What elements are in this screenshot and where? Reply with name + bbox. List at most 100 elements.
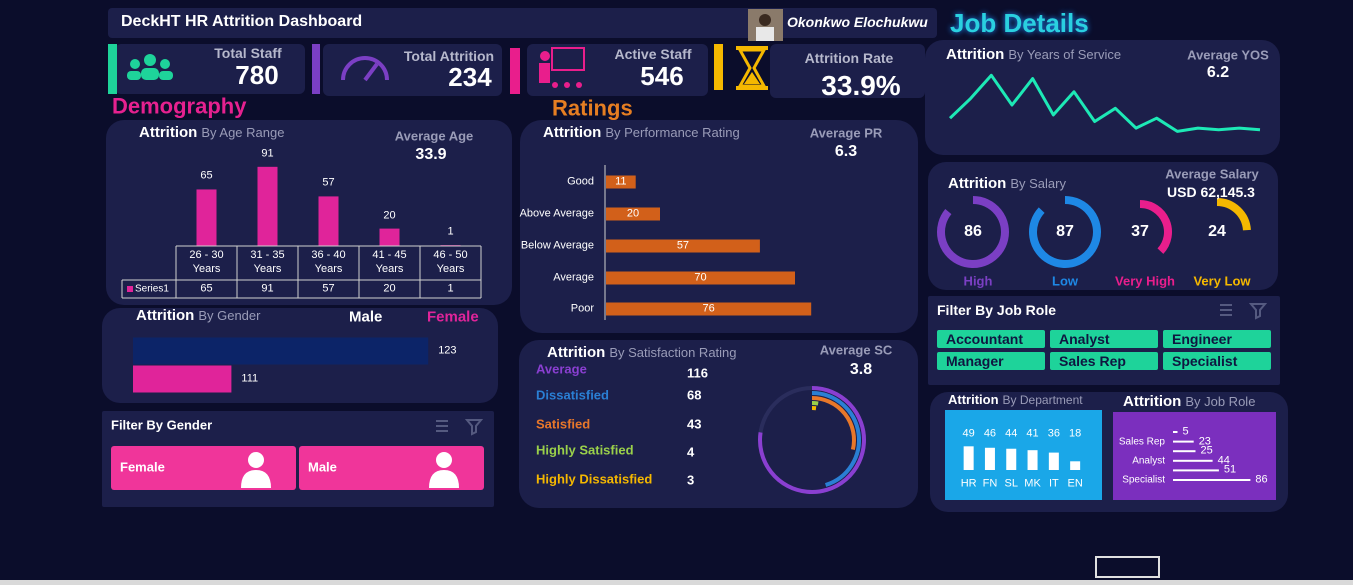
filter-title: Filter By Gender [111,417,213,433]
x-tick-label: HR [960,477,977,490]
legend-label: Female [427,308,479,326]
stat-value: 3.8 [849,360,873,378]
chart-subtitle: By Years of Service [1008,46,1122,62]
marks [111,73,1276,500]
bar [133,365,232,393]
filter-option[interactable]: Analyst [1059,330,1110,347]
filter-option[interactable]: Specialist [1172,352,1238,369]
gauge-arc [1139,200,1172,254]
kpi-label: Total Staff [214,44,282,61]
data-label: 65 [200,170,213,183]
chart-title: Attrition [543,123,602,141]
bar [984,447,995,470]
x-tick-label: 46 - 50 Years [433,249,468,275]
x-tick-label: EN [1067,477,1083,490]
filter-button[interactable] [937,330,1045,348]
bar [1173,459,1213,462]
data-label: 41 [1026,427,1039,440]
data-label: 57 [322,177,335,190]
kpi-value: 33.9% [821,69,901,101]
dashboard-title: DeckHT HR Attrition Dashboard [121,12,363,30]
chart-heading: Attrition By Satisfaction Rating [547,344,741,362]
bar [963,446,974,470]
stat-label: Average Salary [1165,166,1259,182]
filter-option[interactable]: Male [308,459,337,475]
filter-option[interactable]: Engineer [1172,330,1232,347]
filter-option[interactable]: Manager [946,352,1004,369]
chart-title: Attrition [948,391,999,407]
cell-selection [1095,556,1160,578]
legend-label: Series1 [135,283,169,295]
section-title: Demography [112,93,247,119]
data-label: 5 [1182,425,1189,438]
filter-button[interactable] [1050,352,1158,370]
chart-subtitle: By Job Role [1185,393,1256,409]
person-icon [436,452,452,468]
data-label: 46 [983,427,997,440]
filter-button[interactable] [1050,330,1158,348]
data-label: 23 [1198,435,1211,448]
bar [133,337,429,365]
data-label: 18 [1069,427,1082,440]
bar [379,228,400,246]
line [948,73,1261,133]
category-label: Dissatisfied [536,387,609,403]
filter-button[interactable] [937,352,1045,370]
bar [1006,448,1017,470]
filter-option[interactable]: Female [120,459,165,475]
y-tick-label: Good [567,175,594,188]
y-tick-label: Analyst [1132,455,1165,467]
filter-option[interactable]: Sales Rep [1059,352,1126,369]
category-label: Highly Satisfied [536,442,634,458]
y-tick-label: Average [553,271,594,284]
person-icon [429,470,459,488]
stat-value: 6.3 [834,142,858,160]
gauge-arc [1216,198,1251,231]
kpi-label: Attrition Rate [804,49,894,66]
bar [1173,469,1219,472]
chart-title: Attrition [547,343,606,361]
avatar-head [759,14,771,26]
chart-title: Attrition [946,45,1005,63]
legend-label: Male [349,308,383,326]
panel [115,44,305,94]
data-label: 11 [615,175,627,188]
bar [1070,461,1081,470]
hourglass-icon [736,46,768,90]
filter-button[interactable] [1163,330,1271,348]
chart-heading: Attrition By Performance Rating [543,124,744,142]
value-label: 68 [687,387,702,403]
filter-option[interactable]: Accountant [946,330,1023,347]
kpi-value: 234 [448,62,492,93]
chart-subtitle: By Age Range [201,124,285,140]
x-tick-label: IT [1048,477,1059,490]
bar [257,166,278,246]
table-value: 1 [447,282,454,295]
value-label: 86 [964,222,982,240]
chart-title: Attrition [948,174,1007,192]
section-title: Job Details [950,8,1089,39]
icons [0,9,1353,585]
chart-title: Attrition [136,306,195,324]
data-label: 57 [676,239,690,252]
stat-label: Average SC [819,342,893,358]
gauge-arc [1029,196,1101,268]
chart-subtitle: By Gender [198,307,261,323]
stat-value: USD 62,145.3 [1167,183,1255,200]
value-label: 3 [687,472,695,488]
category-label: Very High [1115,273,1175,289]
kpi-label: Total Attrition [403,47,495,64]
stat-value: 6.2 [1206,63,1230,81]
filter-button[interactable] [1163,352,1271,370]
person-icon [241,470,271,488]
y-tick-label: Above Average [519,207,594,220]
data-label: 25 [1200,444,1213,457]
stat-label: Average Age [394,128,474,144]
chart-heading: Attrition By Job Role [1123,393,1259,411]
bar [1173,450,1196,453]
panel [925,40,1280,155]
data-label: 20 [383,209,396,222]
teacher-icon [539,47,585,88]
